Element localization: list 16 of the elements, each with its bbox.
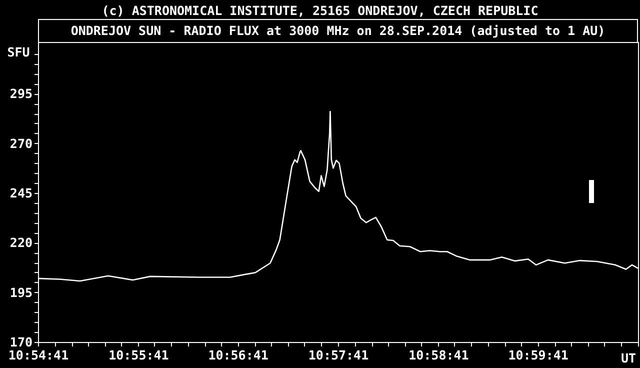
x-tick-label: 10:58:41 (408, 348, 469, 362)
y-tick-label: 245 (10, 185, 32, 200)
y-tick-label: 295 (10, 86, 32, 102)
x-tick-label: 10:54:41 (8, 348, 69, 362)
y-tick-label: 170 (10, 334, 32, 350)
text: (c) ASTRONOMICAL INSTITUTE, 25165 ONDREJOV, CZECH REPUBLIC (100, 3, 540, 18)
y-tick-label: 270 (10, 136, 32, 151)
y-tick-label: 195 (10, 284, 32, 300)
x-tick-label: 10:59:41 (508, 348, 568, 362)
y-tick-label: 220 (10, 235, 32, 250)
x-tick-label: 10:56:41 (208, 348, 268, 362)
x-tick-label: 10:55:41 (108, 348, 169, 362)
chart-title: ONDREJOV SUN - RADIO FLUX at 3000 MHz on 28.SEP.2014 (adjusted to 1 AU) (38, 19, 638, 42)
x-tick-label: 10:57:41 (308, 348, 369, 362)
x-axis-title: UT (620, 350, 636, 366)
y-axis-title: SFU (7, 44, 30, 60)
